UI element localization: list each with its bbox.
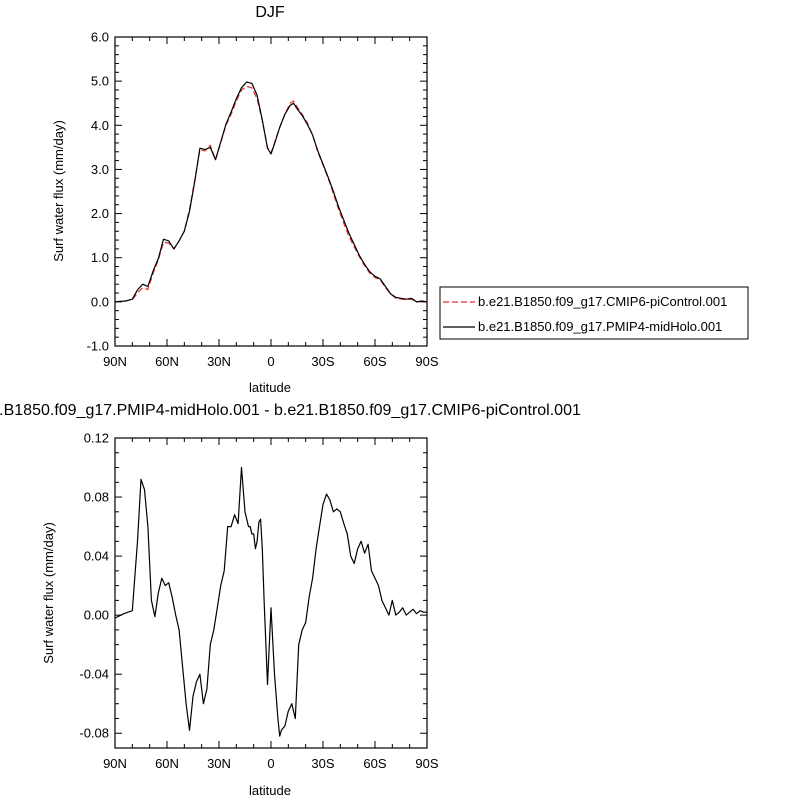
top-x-axis-label: latitude [249, 380, 291, 395]
bottom-y-tick-label: 0.00 [84, 608, 109, 623]
bottom-x-tick-label: 0 [267, 756, 274, 771]
top-y-tick-label: 4.0 [91, 118, 109, 133]
top-y-tick-label: 0.0 [91, 294, 109, 309]
top-y-axis-label: Surf water flux (mm/day) [51, 120, 66, 262]
bottom-y-tick-label: 0.04 [84, 549, 109, 564]
bottom-plot-area: 90N 60N 30N 0 30S 60S 90S -0.08 -0.04 0.00 0.04 0.0… [79, 431, 439, 772]
top-x-tick-label: 90N [103, 354, 127, 369]
top-y-tick-label: -1.0 [87, 339, 109, 354]
top-series-line-1 [114, 81, 428, 303]
bottom-series-line-0 [114, 466, 427, 737]
top-y-tick-label: 1.0 [91, 250, 109, 265]
bottom-x-tick-label: 60S [363, 756, 386, 771]
bottom-y-tick-label: 0.12 [84, 431, 109, 446]
top-y-tick-label: 5.0 [91, 74, 109, 89]
top-y-tick-label: 3.0 [91, 162, 109, 177]
top-series-line-0 [114, 85, 428, 303]
bottom-x-tick-label: 30S [311, 756, 334, 771]
bottom-panel: b.e21.B1850.f09_g17.PMIP4-midHolo.001 - … [0, 402, 581, 798]
top-x-tick-label: 30S [311, 354, 334, 369]
top-plot-frame [114, 36, 428, 347]
bottom-x-tick-label: 60N [155, 756, 179, 771]
legend: b.e21.B1850.f09_g17.CMIP6-piControl.001 … [439, 286, 749, 340]
bottom-y-axis-label: Surf water flux (mm/day) [41, 522, 56, 664]
legend-label-midholo: b.e21.B1850.f09_g17.PMIP4-midHolo.001 [478, 319, 722, 334]
top-x-tick-label: 30N [207, 354, 231, 369]
top-x-tick-label: 60N [155, 354, 179, 369]
top-x-tick-label: 0 [267, 354, 274, 369]
bottom-x-axis-label: latitude [249, 783, 291, 798]
bottom-x-tick-label: 90N [103, 756, 127, 771]
top-panel: DJF 90N 60N 30N 0 30S 60S 90S -1.0 0.0 1.0 2.0 3.0 4… [51, 4, 749, 395]
bottom-y-tick-label: 0.08 [84, 490, 109, 505]
top-plot-area: 90N 60N 30N 0 30S 60S 90S -1.0 0.0 1.0 2.0 3.0 4.0 5.… [87, 30, 439, 370]
top-y-tick-label: 6.0 [91, 30, 109, 45]
bottom-y-tick-label: -0.08 [79, 726, 109, 741]
bottom-x-tick-label: 30N [207, 756, 231, 771]
bottom-chart-title: b.e21.B1850.f09_g17.PMIP4-midHolo.001 - … [0, 402, 581, 419]
top-x-tick-label: 60S [363, 354, 386, 369]
bottom-x-tick-label: 90S [415, 756, 438, 771]
top-x-tick-label: 90S [415, 354, 438, 369]
top-chart-title: DJF [255, 4, 285, 21]
bottom-y-tick-label: -0.04 [79, 667, 109, 682]
legend-label-picontrol: b.e21.B1850.f09_g17.CMIP6-piControl.001 [478, 294, 727, 309]
legend-box [439, 286, 749, 340]
top-y-tick-label: 2.0 [91, 206, 109, 221]
